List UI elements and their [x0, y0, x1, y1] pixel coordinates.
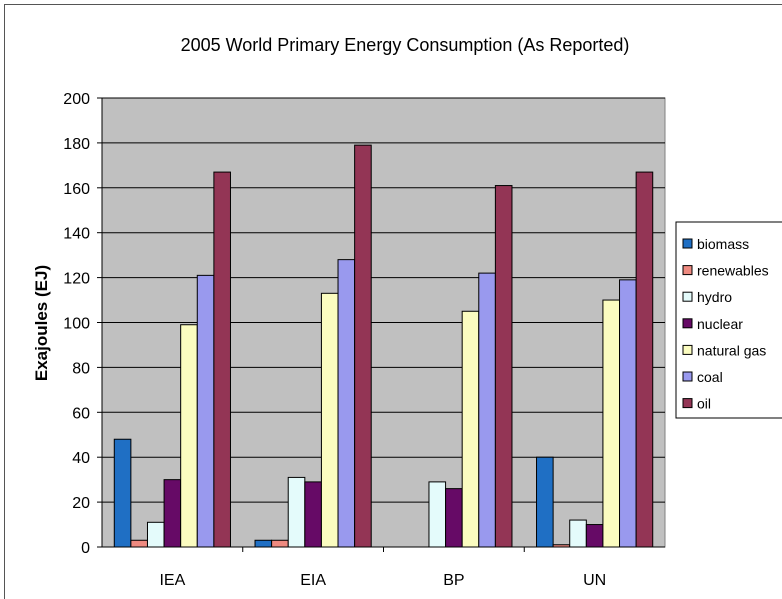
bar-natural-gas-bp [461, 310, 480, 548]
x-tick-label: BP [443, 572, 464, 589]
x-tick-labels: IEA EIA BP UN [159, 572, 606, 589]
legend-swatch-hydro [682, 291, 693, 302]
bar-renewables-iea [130, 539, 148, 548]
legend-label-oil: oil [697, 396, 711, 412]
bar-biomass-un [536, 456, 554, 548]
bar-biomass-eia [254, 539, 273, 548]
y-tick-label: 0 [81, 540, 90, 557]
legend-label-renewables: renewables [697, 263, 769, 279]
bars [113, 144, 654, 548]
bar-nuclear-iea [163, 479, 182, 548]
legend-swatch-biomass [682, 238, 693, 249]
y-tick-label: 100 [63, 316, 90, 333]
legend-label-nuclear: nuclear [697, 316, 743, 332]
legend-swatch-coal [682, 371, 693, 382]
bar-hydro-bp [428, 481, 447, 548]
legend-label-hydro: hydro [697, 289, 732, 305]
y-tick-label: 80 [72, 360, 90, 377]
bar-coal-eia [337, 259, 356, 548]
bar-oil-iea [213, 171, 231, 548]
legend-items: biomass renewables hydro nuclear natural gas… [682, 236, 769, 412]
legend-swatch-renewables [682, 265, 693, 276]
chart-title: 2005 World Primary Energy Consumption (A… [181, 35, 630, 55]
bar-hydro-iea [146, 521, 165, 548]
y-tick-label: 160 [63, 181, 90, 198]
bar-oil-eia [354, 144, 372, 548]
y-tick-label: 140 [63, 226, 90, 243]
bar-coal-bp [478, 272, 496, 548]
y-tick-label: 200 [63, 91, 90, 108]
legend-box [675, 221, 782, 419]
bar-biomass-iea [113, 438, 132, 548]
bar-nuclear-bp [445, 488, 463, 548]
legend-label-coal: coal [697, 369, 723, 385]
y-tick-label: 120 [63, 271, 90, 288]
y-tick-label: 20 [72, 495, 90, 512]
bar-coal-un [619, 279, 637, 548]
y-axis-title: Exajoules (EJ) [32, 265, 51, 381]
bar-natural-gas-eia [320, 292, 339, 548]
legend-label-biomass: biomass [697, 236, 749, 252]
y-tick-label: 180 [63, 136, 90, 153]
bar-nuclear-eia [304, 481, 322, 548]
legend-swatch-natural-gas [682, 344, 693, 355]
y-tick-label: 60 [72, 405, 90, 422]
legend-label-natural-gas: natural gas [697, 342, 766, 358]
y-tick-labels: 0 20 40 60 80 100 120 140 160 180 200 [63, 91, 90, 557]
bar-nuclear-un [585, 524, 604, 548]
x-tick-label: IEA [159, 572, 185, 589]
legend: biomass renewables hydro nuclear natural gas… [675, 221, 782, 419]
y-tick-label: 40 [72, 450, 90, 467]
bar-hydro-un [569, 519, 587, 548]
x-tick-label: EIA [300, 572, 326, 589]
x-tick-label: UN [583, 572, 606, 589]
legend-swatch-nuclear [682, 318, 693, 329]
axes [97, 97, 665, 552]
bar-oil-bp [494, 185, 513, 548]
bar-hydro-eia [287, 476, 306, 548]
bar-renewables-eia [271, 539, 289, 548]
bar-natural-gas-iea [180, 324, 198, 548]
bar-natural-gas-un [602, 299, 621, 548]
bar-coal-iea [196, 274, 215, 548]
bar-oil-un [635, 171, 654, 548]
legend-swatch-oil [682, 398, 693, 409]
